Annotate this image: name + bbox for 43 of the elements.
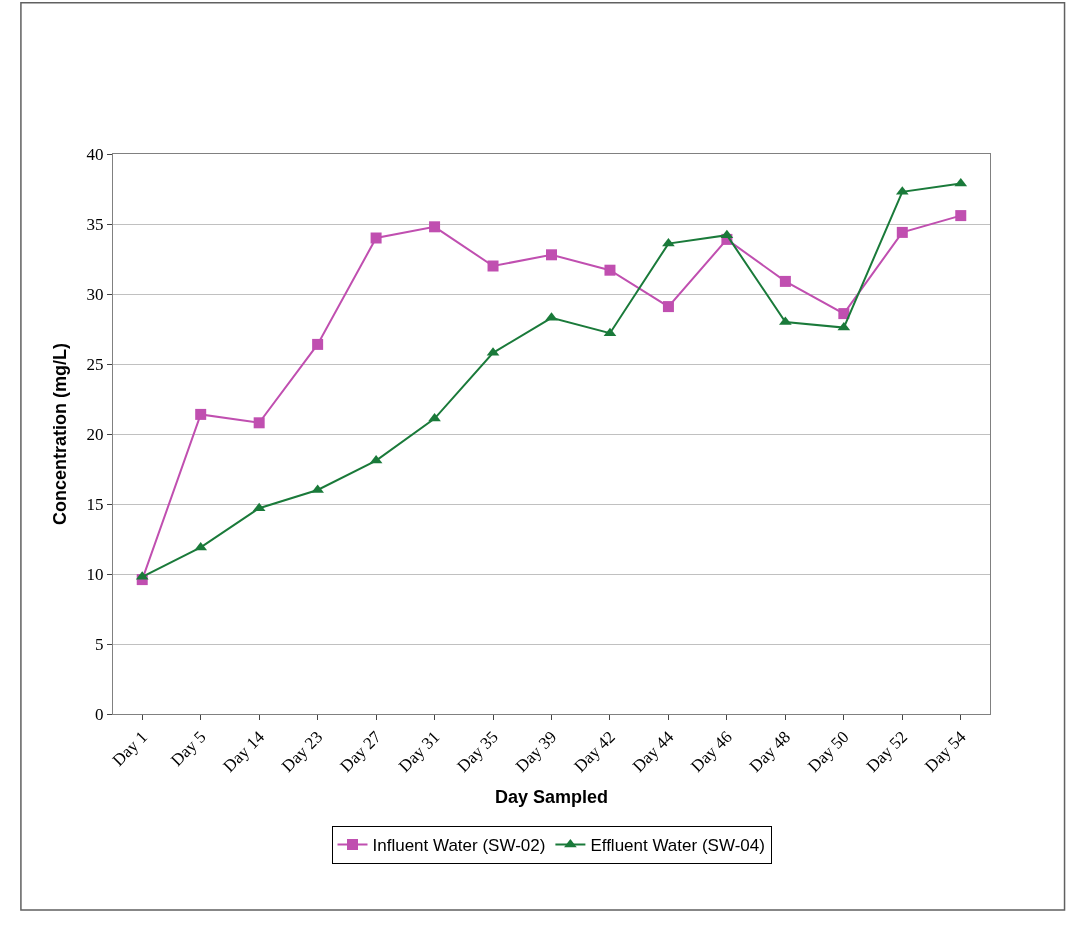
y-tick-label: 25 <box>86 354 104 374</box>
x-tick-label: Day 52 <box>862 727 912 776</box>
y-axis-title: Concentration (mg/L) <box>49 343 70 525</box>
x-tick-label: Day 27 <box>336 726 386 776</box>
legend-label: Effluent Water (SW-04) <box>590 836 765 856</box>
x-tick-label: Day 39 <box>511 727 561 776</box>
point <box>253 417 265 429</box>
point <box>487 260 499 272</box>
point <box>195 408 207 420</box>
legend-label: Influent Water (SW-02) <box>372 836 546 856</box>
point <box>955 210 967 222</box>
y-tick-label: 40 <box>86 144 104 164</box>
x-tick-label: Day 44 <box>628 726 678 776</box>
point <box>604 264 616 276</box>
x-axis-title: Day Sampled <box>494 786 609 807</box>
y-tick-label: 30 <box>86 284 104 304</box>
y-tick-label: 5 <box>95 634 104 654</box>
point <box>779 275 791 287</box>
x-tick-label: Day 1 <box>108 727 152 770</box>
y-tick-label: 15 <box>86 494 104 514</box>
x-tick-label: Day 48 <box>745 727 795 776</box>
y-tick-label: 10 <box>86 564 104 584</box>
x-tick-label: Day 50 <box>804 727 853 776</box>
x-tick-label: Day 54 <box>921 726 970 776</box>
x-tick-label: Day 42 <box>570 727 619 776</box>
point <box>194 541 208 551</box>
point <box>954 177 968 187</box>
x-tick-label: Day 5 <box>167 727 210 770</box>
x-tick-label: Day 46 <box>687 727 736 776</box>
point <box>662 301 674 313</box>
point <box>370 232 382 244</box>
y-tick-label: 35 <box>86 214 104 234</box>
y-tick-label: 20 <box>86 424 104 444</box>
x-tick-label: Day 31 <box>394 727 444 776</box>
x-tick-label: Day 14 <box>219 726 269 776</box>
x-tick-label: Day 23 <box>277 727 327 776</box>
y-tick-label: 0 <box>95 704 104 724</box>
point <box>429 221 441 233</box>
point <box>546 249 557 261</box>
point <box>838 308 850 320</box>
point <box>312 338 324 350</box>
x-tick-label: Day 35 <box>453 727 502 776</box>
point <box>896 226 908 238</box>
